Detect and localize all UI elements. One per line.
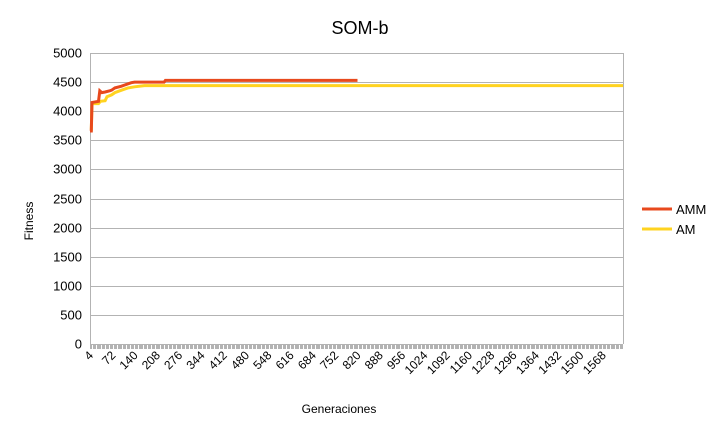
legend: AMM AM xyxy=(642,202,706,237)
series-line-amm xyxy=(89,78,358,133)
legend-label-amm: AMM xyxy=(676,202,706,217)
y-tick-label: 3500 xyxy=(53,133,82,148)
x-tick-label: 276 xyxy=(161,348,185,372)
y-tick-label: 5000 xyxy=(53,46,82,61)
x-tick-label: 344 xyxy=(184,348,208,372)
y-tick-label: 500 xyxy=(60,308,82,323)
x-tick-label: 208 xyxy=(139,348,163,372)
x-tick-label: 4 xyxy=(81,348,96,363)
x-tick-label: 480 xyxy=(228,348,252,372)
x-axis: 4 721402082763444124805486166847528208889… xyxy=(81,344,623,377)
x-tick-label: 1500 xyxy=(558,348,587,377)
y-axis: 0 500 1000 1500 2000 2500 3000 3500 4000 4500 5000 xyxy=(53,46,82,352)
legend-label-am: AM xyxy=(676,222,696,237)
x-tick-label: 1092 xyxy=(424,348,453,377)
chart-title: SOM-b xyxy=(331,18,388,38)
y-tick-label: 0 xyxy=(75,337,82,352)
y-tick-label: 2000 xyxy=(53,221,82,236)
x-tick-label: 1228 xyxy=(469,348,498,377)
series-lines xyxy=(89,78,623,133)
y-tick-label: 2500 xyxy=(53,192,82,207)
y-tick-label: 4000 xyxy=(53,104,82,119)
y-tick-label: 1500 xyxy=(53,250,82,265)
x-tick-label: 1024 xyxy=(402,348,431,377)
series-line-am xyxy=(89,84,623,132)
x-tick-label: 684 xyxy=(295,348,319,372)
x-tick-label: 1432 xyxy=(535,348,564,377)
x-minor-ticks xyxy=(90,344,623,349)
x-axis-label: Generaciones xyxy=(302,402,377,416)
x-tick-label: 616 xyxy=(273,348,297,372)
x-tick-label: 820 xyxy=(340,348,364,372)
y-axis-label: Fitness xyxy=(22,202,36,241)
grid xyxy=(90,53,624,345)
y-tick-label: 1000 xyxy=(53,279,82,294)
x-tick-label: 72 xyxy=(99,348,119,368)
y-tick-label: 3000 xyxy=(53,162,82,177)
x-tick-label: 1568 xyxy=(580,348,609,377)
x-tick-label: 548 xyxy=(250,348,274,372)
x-tick-label: 140 xyxy=(117,348,141,372)
x-tick-label: 1160 xyxy=(447,348,475,376)
x-tick-label: 412 xyxy=(206,348,230,372)
x-tick-label: 1296 xyxy=(491,348,520,377)
y-tick-label: 4500 xyxy=(53,75,82,90)
x-tick-label: 752 xyxy=(317,348,341,372)
x-tick-label: 888 xyxy=(362,348,386,372)
x-tick-label: 1364 xyxy=(513,348,542,377)
